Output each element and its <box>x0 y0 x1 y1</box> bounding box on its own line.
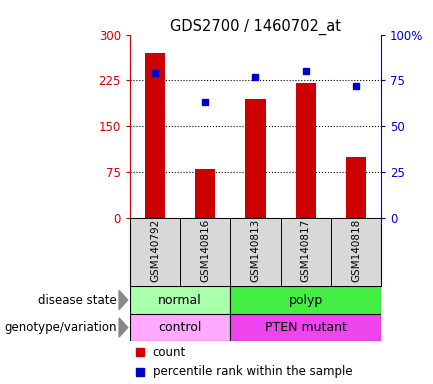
Text: GSM140816: GSM140816 <box>200 219 210 282</box>
Text: polyp: polyp <box>288 293 323 306</box>
Text: GSM140813: GSM140813 <box>250 219 261 282</box>
Polygon shape <box>119 318 128 337</box>
Text: PTEN mutant: PTEN mutant <box>265 321 347 334</box>
Bar <box>346 157 366 218</box>
Text: normal: normal <box>158 293 202 306</box>
Text: GSM140818: GSM140818 <box>351 219 361 282</box>
Text: disease state: disease state <box>38 293 117 306</box>
Bar <box>246 99 265 218</box>
Bar <box>230 314 381 341</box>
Bar <box>230 286 381 314</box>
Bar <box>130 314 230 341</box>
Text: GSM140817: GSM140817 <box>301 219 311 282</box>
Bar <box>296 83 316 218</box>
Bar <box>130 286 230 314</box>
Polygon shape <box>119 290 128 310</box>
Title: GDS2700 / 1460702_at: GDS2700 / 1460702_at <box>170 18 341 35</box>
Text: GSM140792: GSM140792 <box>150 219 160 282</box>
Text: control: control <box>158 321 202 334</box>
Text: genotype/variation: genotype/variation <box>4 321 117 334</box>
Text: percentile rank within the sample: percentile rank within the sample <box>152 365 352 378</box>
Text: count: count <box>152 346 186 359</box>
Bar <box>145 53 165 218</box>
Bar <box>195 169 215 218</box>
